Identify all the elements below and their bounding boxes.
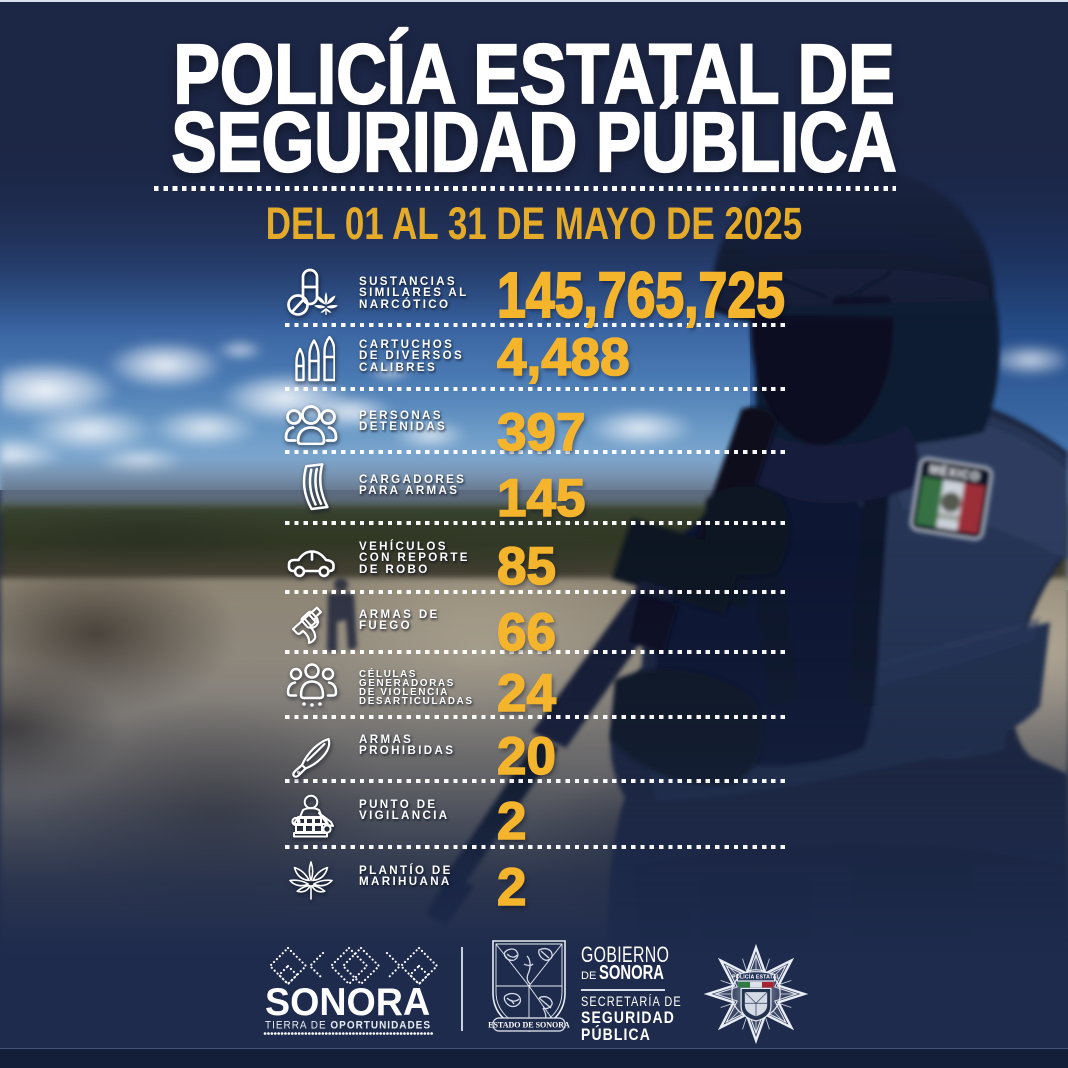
svg-text:SONORA: SONORA [265,980,430,1024]
svg-text:TIERRA DE OPORTUNIDADES: TIERRA DE OPORTUNIDADES [265,1020,431,1032]
svg-text:POLICÍA ESTATAL: POLICÍA ESTATAL [732,973,780,981]
svg-text:ESTADO DE SONORA: ESTADO DE SONORA [488,1021,570,1030]
